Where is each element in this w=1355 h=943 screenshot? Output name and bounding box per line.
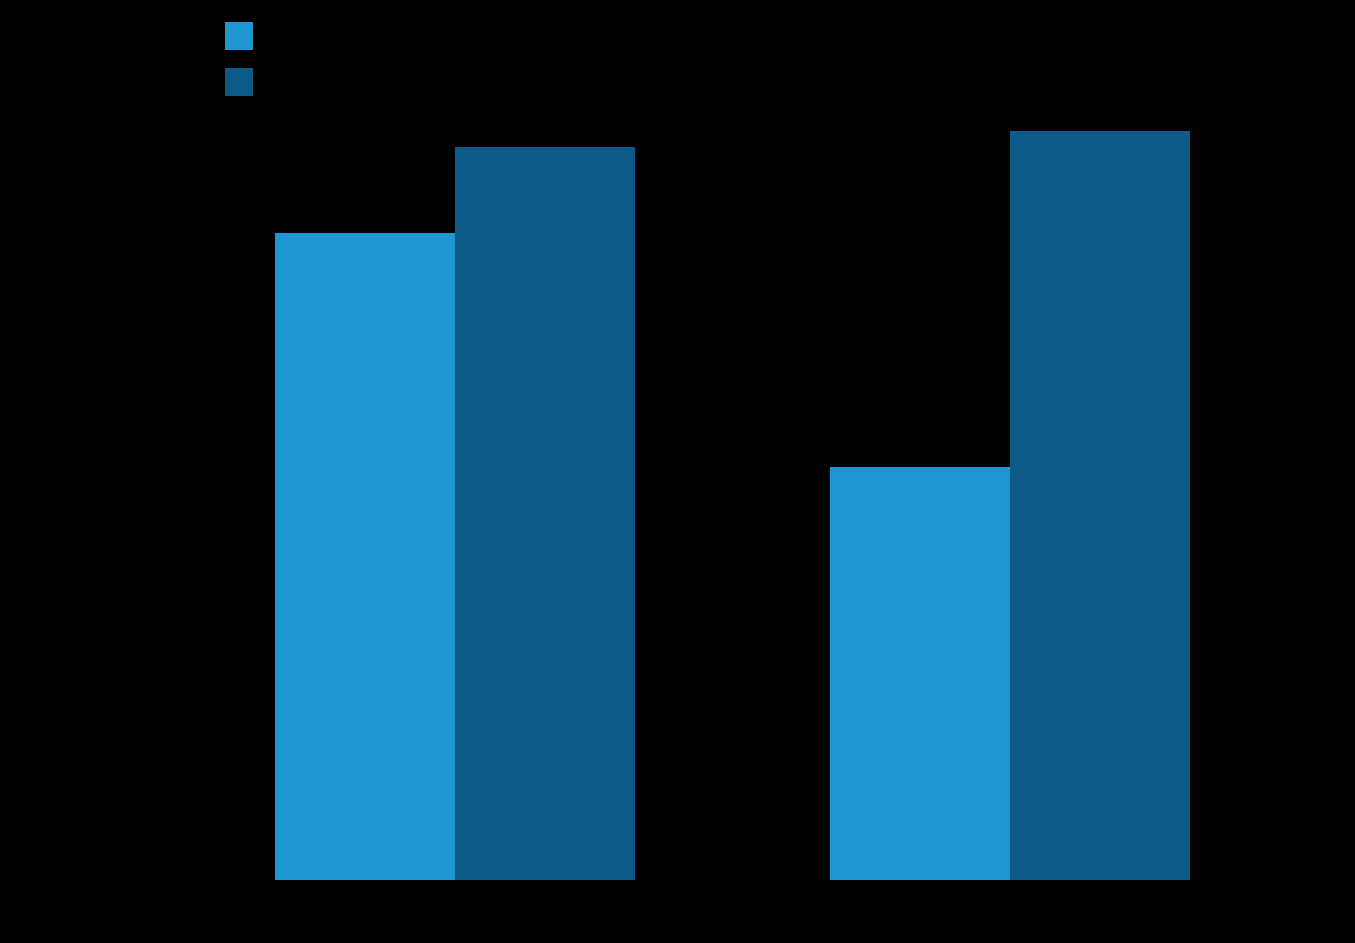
- legend-swatch-series-a: [225, 22, 253, 50]
- bar-group-2-series-b: [1010, 131, 1190, 880]
- bar-group-1-series-b: [455, 147, 635, 880]
- bar-chart: [0, 0, 1355, 943]
- legend-swatch-series-b: [225, 68, 253, 96]
- bar-group-1-series-a: [275, 233, 455, 880]
- bar-group-2-series-a: [830, 467, 1010, 880]
